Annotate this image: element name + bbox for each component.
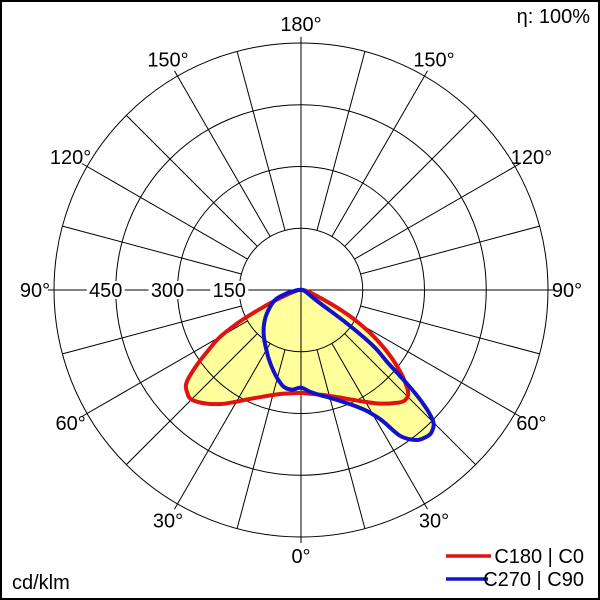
- legend-label-c270-c90: C270 | C90: [483, 569, 584, 591]
- legend-label-c180-c0: C180 | C0: [494, 546, 584, 568]
- radial-gridline-255: [62, 225, 242, 275]
- angle-label-60-right: 60°: [516, 413, 546, 435]
- angle-label-120-right: 120°: [511, 147, 552, 169]
- curve-layer: [183, 287, 436, 442]
- angle-label-30-right: 30°: [419, 510, 449, 532]
- curve-c270-c90: [261, 287, 436, 442]
- curve-c180-c0: [183, 287, 411, 407]
- legend: C180 | C0 C270 | C90: [446, 546, 584, 591]
- ring-label-bg-300: [148, 281, 187, 299]
- ring-label-bg-450: [86, 281, 125, 299]
- axis-label-layer: 150 300 450 0° 30° 30° 60° 60° 90° 90° 120° 120° 150…: [20, 14, 582, 568]
- angle-label-30-left: 30°: [153, 510, 183, 532]
- ring-label-450: 450: [89, 280, 122, 302]
- angle-label-0-right: 0°: [291, 546, 310, 568]
- unit-label: cd/klm: [12, 572, 70, 594]
- polar-grid-layer: [48, 37, 554, 543]
- radial-gridline-135: [344, 114, 477, 247]
- angle-label-150-left: 150°: [147, 50, 188, 72]
- angle-label-90-right: 90°: [552, 280, 582, 302]
- angle-label-90-left: 90°: [20, 280, 50, 302]
- radial-gridline-15: [316, 349, 366, 529]
- efficiency-label: η: 100%: [517, 6, 591, 28]
- radial-gridline-60: [354, 320, 521, 417]
- radial-gridline-240: [81, 163, 248, 260]
- angle-label-150-right: 150°: [413, 50, 454, 72]
- ring-label-150: 150: [213, 280, 246, 302]
- radial-gridline-210: [174, 70, 271, 237]
- angle-label-120-left: 120°: [50, 147, 91, 169]
- ring-label-bg-150: [210, 281, 249, 299]
- radial-gridline-195: [236, 51, 286, 231]
- radial-gridline-75: [360, 305, 540, 355]
- radial-gridline-165: [316, 51, 366, 231]
- angle-label-60-left: 60°: [55, 413, 85, 435]
- radial-gridline-225: [125, 114, 258, 247]
- ring-label-300: 300: [151, 280, 184, 302]
- angle-label-180-right: 180°: [280, 14, 321, 36]
- radial-gridline-120: [354, 163, 521, 260]
- radial-gridline-30: [331, 343, 428, 510]
- radial-gridline-285: [62, 305, 242, 355]
- radial-gridline-105: [360, 225, 540, 275]
- radial-gridline-45: [344, 333, 477, 466]
- radial-gridline-330: [174, 343, 271, 510]
- radial-gridline-150: [331, 70, 428, 237]
